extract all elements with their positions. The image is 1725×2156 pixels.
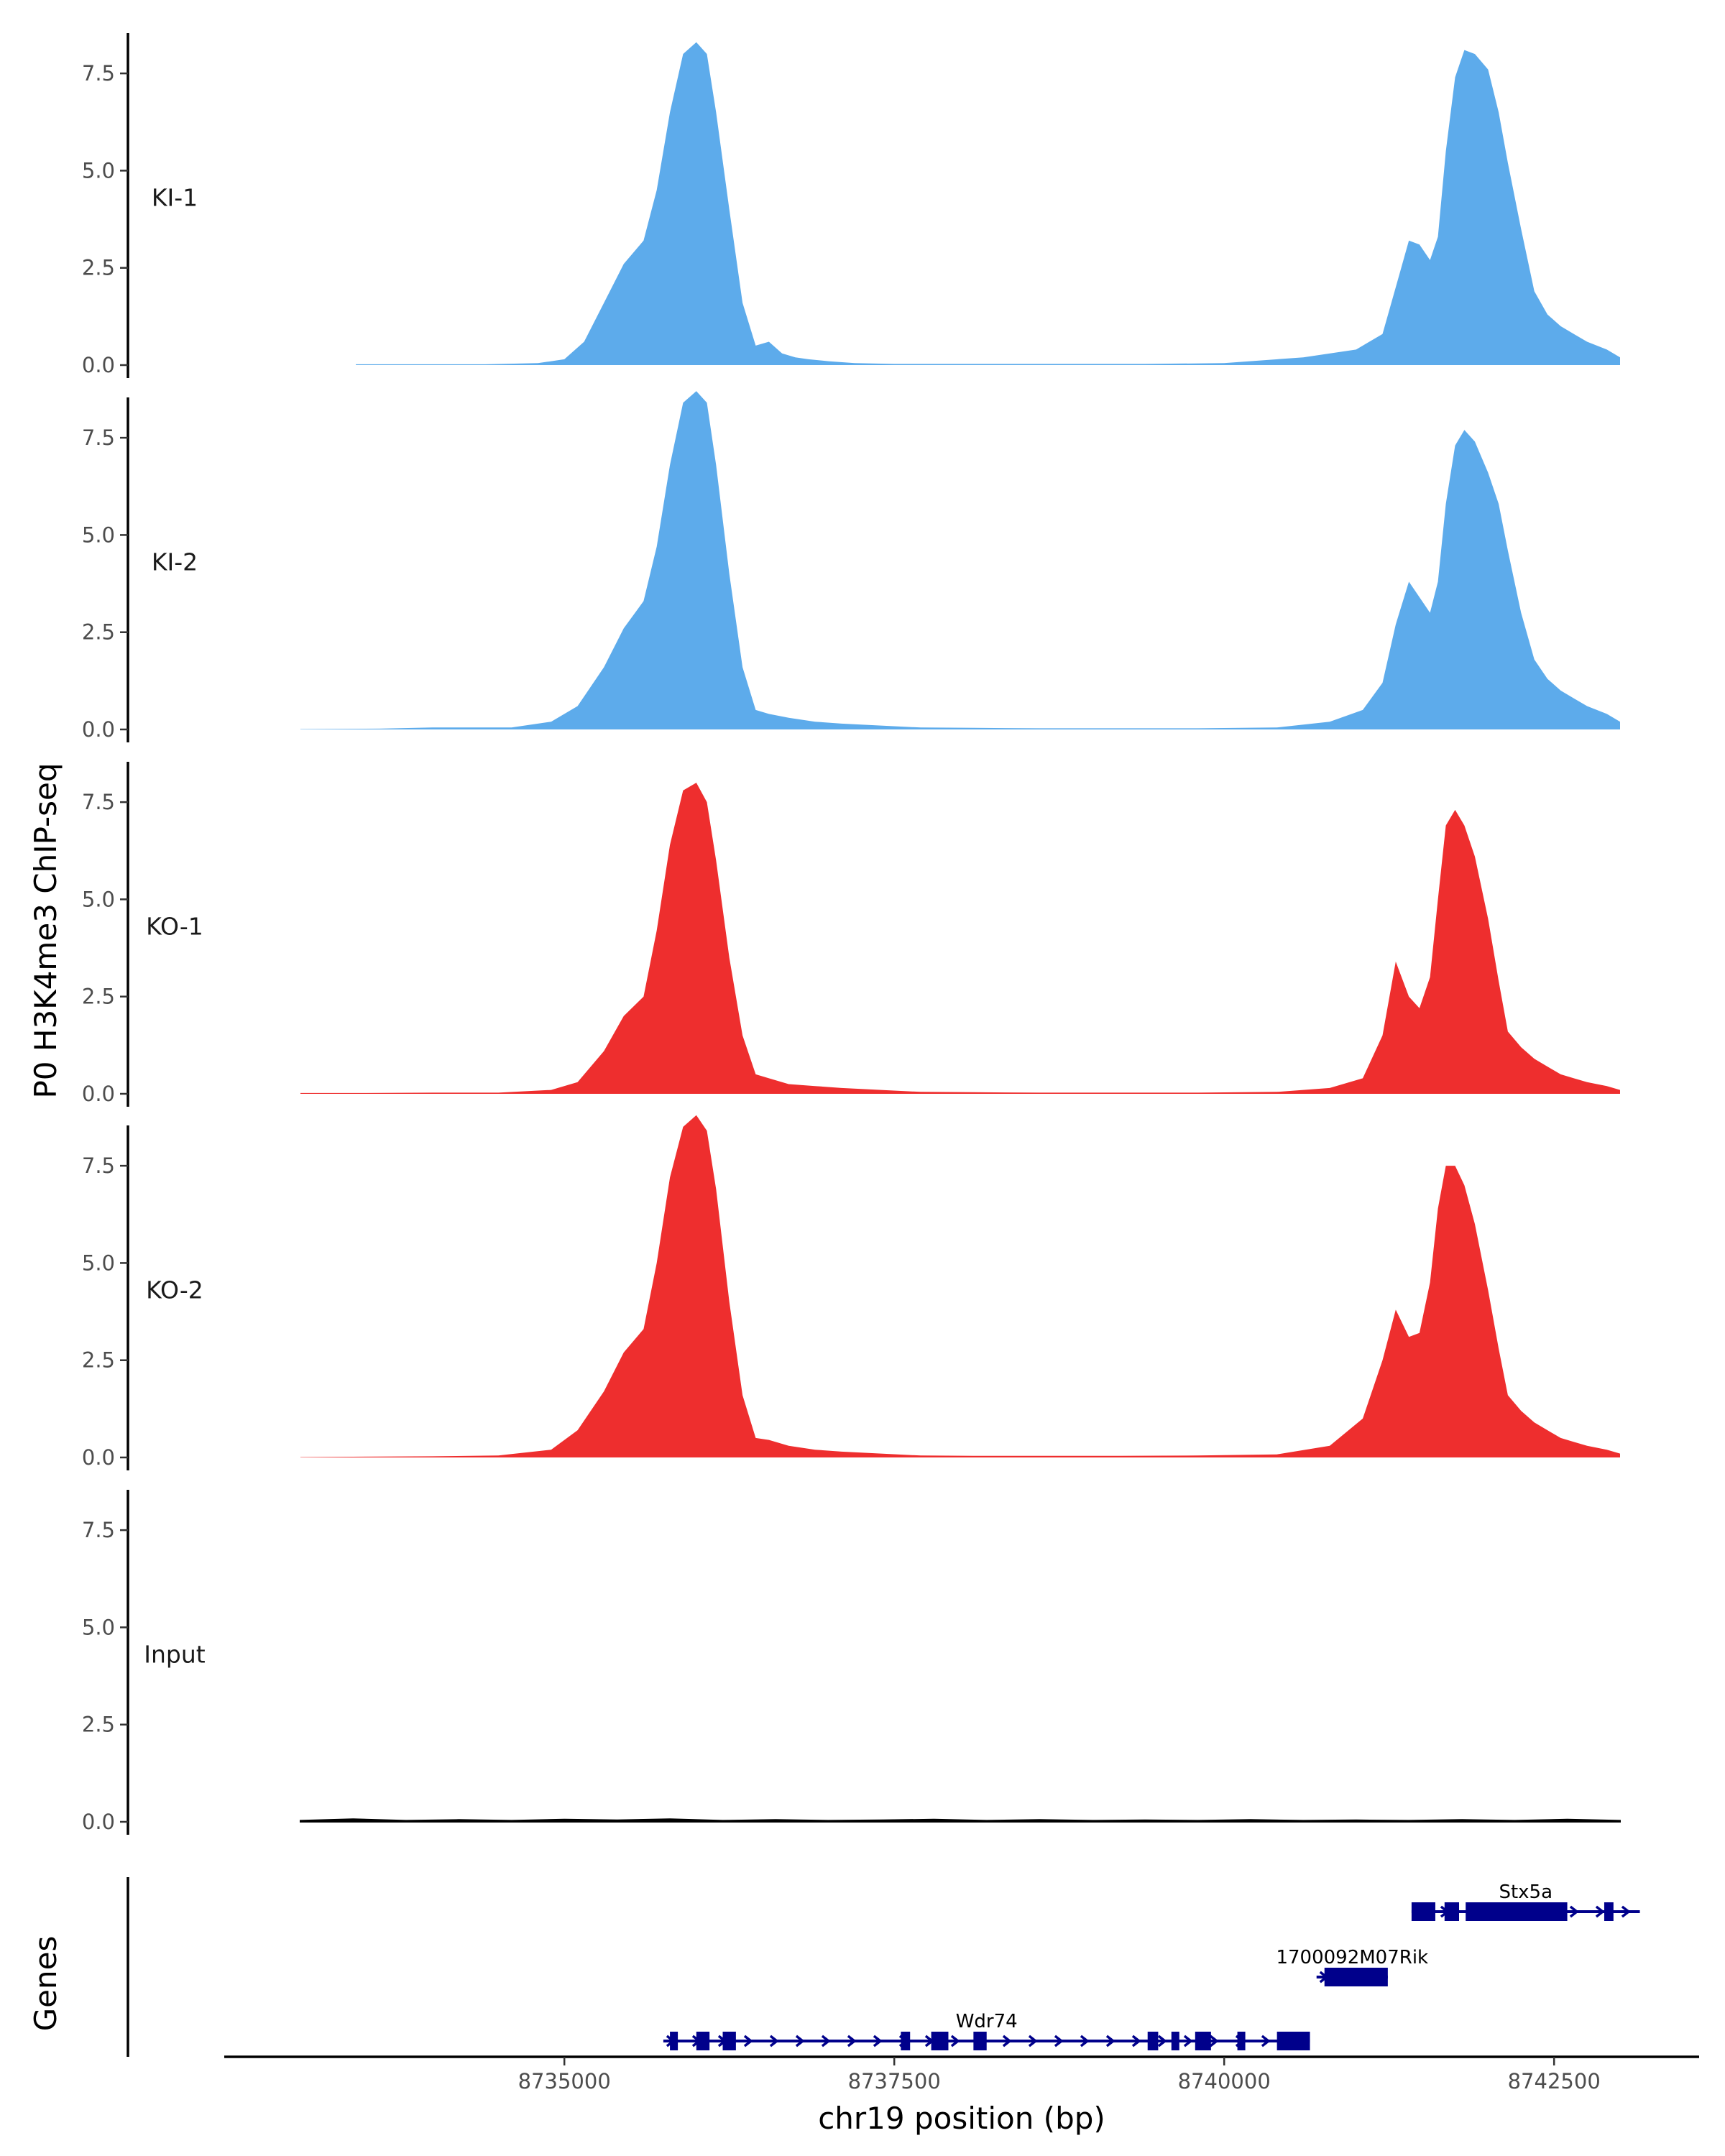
gene-exon xyxy=(722,2032,736,2050)
gene-exon xyxy=(973,2032,987,2050)
strand-chevron xyxy=(1261,2035,1271,2047)
strand-chevron xyxy=(950,2035,960,2047)
gene-wdr74: Wdr74 xyxy=(663,2011,1310,2050)
genes-axis-title: Genes xyxy=(28,1936,63,2032)
track-label-ko-1: KO-1 xyxy=(146,912,203,940)
y-tick-label: 5.0 xyxy=(82,522,115,547)
gene-exon xyxy=(1444,1902,1460,1921)
strand-chevron xyxy=(1621,1905,1631,1918)
gene-annotation-panel: Stx5a 1700092M07Rik Wdr74 xyxy=(126,1877,1640,2057)
gene-1700092m07rik: 1700092M07Rik xyxy=(1276,1947,1428,1986)
strand-chevron xyxy=(769,2035,779,2047)
strand-chevron xyxy=(1595,1905,1605,1918)
y-tick-label: 0.0 xyxy=(82,1810,115,1834)
y-tick-label: 7.5 xyxy=(82,61,115,86)
strand-chevron xyxy=(1080,2035,1090,2047)
y-tick-label: 0.0 xyxy=(82,717,115,742)
gene-label: 1700092M07Rik xyxy=(1276,1947,1428,1968)
track-ki-2: 0.0 2.5 5.0 7.5 KI-2 xyxy=(82,391,1620,742)
strand-chevron xyxy=(847,2035,857,2047)
y-tick-label: 7.5 xyxy=(82,425,115,450)
track-label-ki-2: KI-2 xyxy=(152,548,198,576)
signal-area-ko-1 xyxy=(300,783,1620,1094)
track-label-input: Input xyxy=(144,1640,206,1668)
y-tick-label: 5.0 xyxy=(82,1250,115,1275)
strand-chevron xyxy=(795,2035,805,2047)
y-axis-title: P0 H3K4me3 ChIP-seq xyxy=(28,763,63,1098)
gene-exon xyxy=(696,2032,710,2050)
strand-chevron xyxy=(1569,1905,1579,1918)
y-tick-label: 5.0 xyxy=(82,887,115,911)
x-axis: 8735000 8737500 8740000 8742500 xyxy=(224,2055,1699,2093)
coverage-tracks: 0.0 2.5 5.0 7.5 KI-1 0.0 2.5 5.0 7.5 KI-2 0.0 2.5 5.… xyxy=(82,33,1621,1835)
gene-exon xyxy=(1195,2032,1211,2050)
x-tick-label: 8742500 xyxy=(1508,2069,1601,2093)
strand-chevron xyxy=(1131,2035,1141,2047)
gene-exon xyxy=(1171,2032,1179,2050)
gene-exon xyxy=(1237,2032,1246,2050)
track-label-ki-1: KI-1 xyxy=(152,183,198,211)
signal-area-ko-2 xyxy=(300,1115,1620,1457)
x-axis-title: chr19 position (bp) xyxy=(818,2101,1105,2136)
gene-label: Wdr74 xyxy=(956,2011,1018,2032)
track-label-ko-2: KO-2 xyxy=(146,1276,203,1304)
y-tick-label: 2.5 xyxy=(82,1713,115,1737)
gene-exon xyxy=(931,2032,949,2050)
strand-chevron xyxy=(1183,2035,1193,2047)
gene-exon xyxy=(1604,1902,1614,1921)
strand-chevron xyxy=(1054,2035,1064,2047)
gene-exon xyxy=(1411,1902,1435,1921)
strand-chevron xyxy=(1209,2035,1219,2047)
gene-exon xyxy=(670,2032,678,2050)
track-ko-1: 0.0 2.5 5.0 7.5 KO-1 xyxy=(82,762,1620,1107)
track-ko-2: 0.0 2.5 5.0 7.5 KO-2 xyxy=(82,1115,1620,1470)
signal-area-input xyxy=(300,1818,1621,1823)
y-tick-label: 2.5 xyxy=(82,985,115,1009)
y-tick-label: 7.5 xyxy=(82,790,115,814)
strand-chevron xyxy=(1157,2035,1167,2047)
track-input: 0.0 2.5 5.0 7.5 Input xyxy=(82,1490,1621,1835)
signal-area-ki-2 xyxy=(300,391,1620,729)
y-tick-label: 2.5 xyxy=(82,1348,115,1373)
y-tick-label: 5.0 xyxy=(82,1615,115,1639)
strand-chevron xyxy=(1002,2035,1012,2047)
y-tick-label: 2.5 xyxy=(82,256,115,280)
y-tick-label: 0.0 xyxy=(82,1082,115,1106)
y-tick-label: 2.5 xyxy=(82,620,115,645)
gene-exon xyxy=(1324,1968,1388,1986)
signal-area-ki-1 xyxy=(356,42,1621,366)
y-tick-label: 7.5 xyxy=(82,1518,115,1542)
y-tick-label: 7.5 xyxy=(82,1153,115,1178)
gene-label: Stx5a xyxy=(1499,1881,1552,1903)
y-tick-label: 0.0 xyxy=(82,1445,115,1470)
gene-stx5a: Stx5a xyxy=(1411,1881,1640,1921)
gene-exon xyxy=(901,2032,911,2050)
x-tick-label: 8740000 xyxy=(1178,2069,1271,2093)
x-tick-label: 8737500 xyxy=(848,2069,941,2093)
strand-chevron xyxy=(873,2035,883,2047)
y-tick-label: 5.0 xyxy=(82,158,115,183)
gene-exon xyxy=(1466,1902,1568,1921)
track-ki-1: 0.0 2.5 5.0 7.5 KI-1 xyxy=(82,33,1621,378)
y-tick-label: 0.0 xyxy=(82,353,115,377)
gene-exon xyxy=(1147,2032,1159,2050)
strand-chevron xyxy=(1028,2035,1038,2047)
strand-chevron xyxy=(821,2035,831,2047)
strand-chevron xyxy=(1105,2035,1116,2047)
x-tick-label: 8735000 xyxy=(518,2069,611,2093)
strand-chevron xyxy=(743,2035,753,2047)
gene-exon xyxy=(1276,2032,1310,2050)
